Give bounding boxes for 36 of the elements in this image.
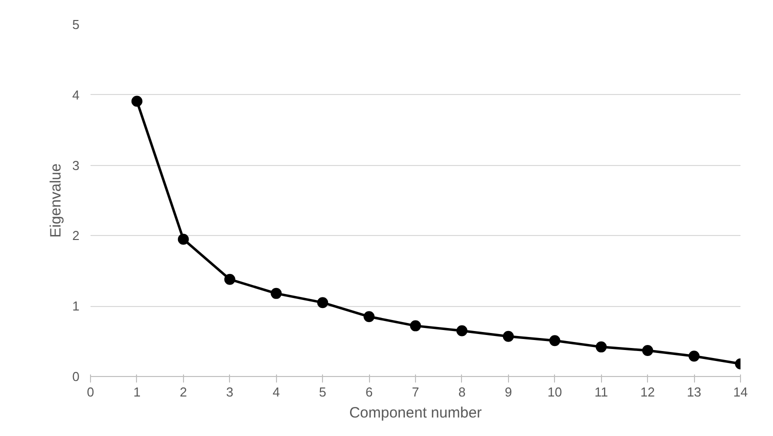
- x-axis-title: Component number: [349, 404, 482, 422]
- y-tick-label: 2: [72, 228, 80, 244]
- point: [596, 341, 607, 352]
- x-tick-label: 6: [365, 384, 373, 400]
- point: [224, 274, 236, 285]
- x-tick-label: 3: [226, 384, 234, 400]
- point: [270, 288, 282, 299]
- x-tick-label: 2: [180, 384, 187, 400]
- y-tick-label: 0: [72, 369, 80, 384]
- point: [317, 297, 328, 308]
- y-tick-label: 1: [72, 298, 80, 314]
- x-tick-label: 1: [133, 384, 141, 400]
- x-tick-label: 10: [548, 384, 562, 400]
- point: [178, 234, 189, 245]
- point: [456, 325, 468, 336]
- x-tick-label: 0: [86, 384, 94, 400]
- y-tick-label: 5: [72, 17, 80, 32]
- x-tick-label: 13: [686, 384, 702, 400]
- y-axis-title: Eigenvalue: [47, 163, 64, 238]
- y-tick-label: 3: [72, 158, 80, 173]
- point: [410, 320, 421, 332]
- x-tick-label: 14: [733, 384, 748, 400]
- x-tick-label: 11: [594, 384, 608, 400]
- point: [688, 350, 700, 362]
- x-tick-label: 8: [458, 384, 466, 400]
- point: [502, 330, 514, 342]
- y-tick-label: 4: [72, 87, 80, 102]
- x-tick-label: 7: [412, 384, 420, 400]
- point: [642, 344, 654, 356]
- x-tick-label: 12: [640, 384, 655, 400]
- x-tick-label: 5: [319, 384, 326, 400]
- point: [549, 335, 560, 346]
- x-tick-label: 4: [272, 384, 280, 400]
- x-tick-label: 9: [504, 384, 512, 400]
- point: [131, 96, 142, 107]
- point: [364, 311, 375, 322]
